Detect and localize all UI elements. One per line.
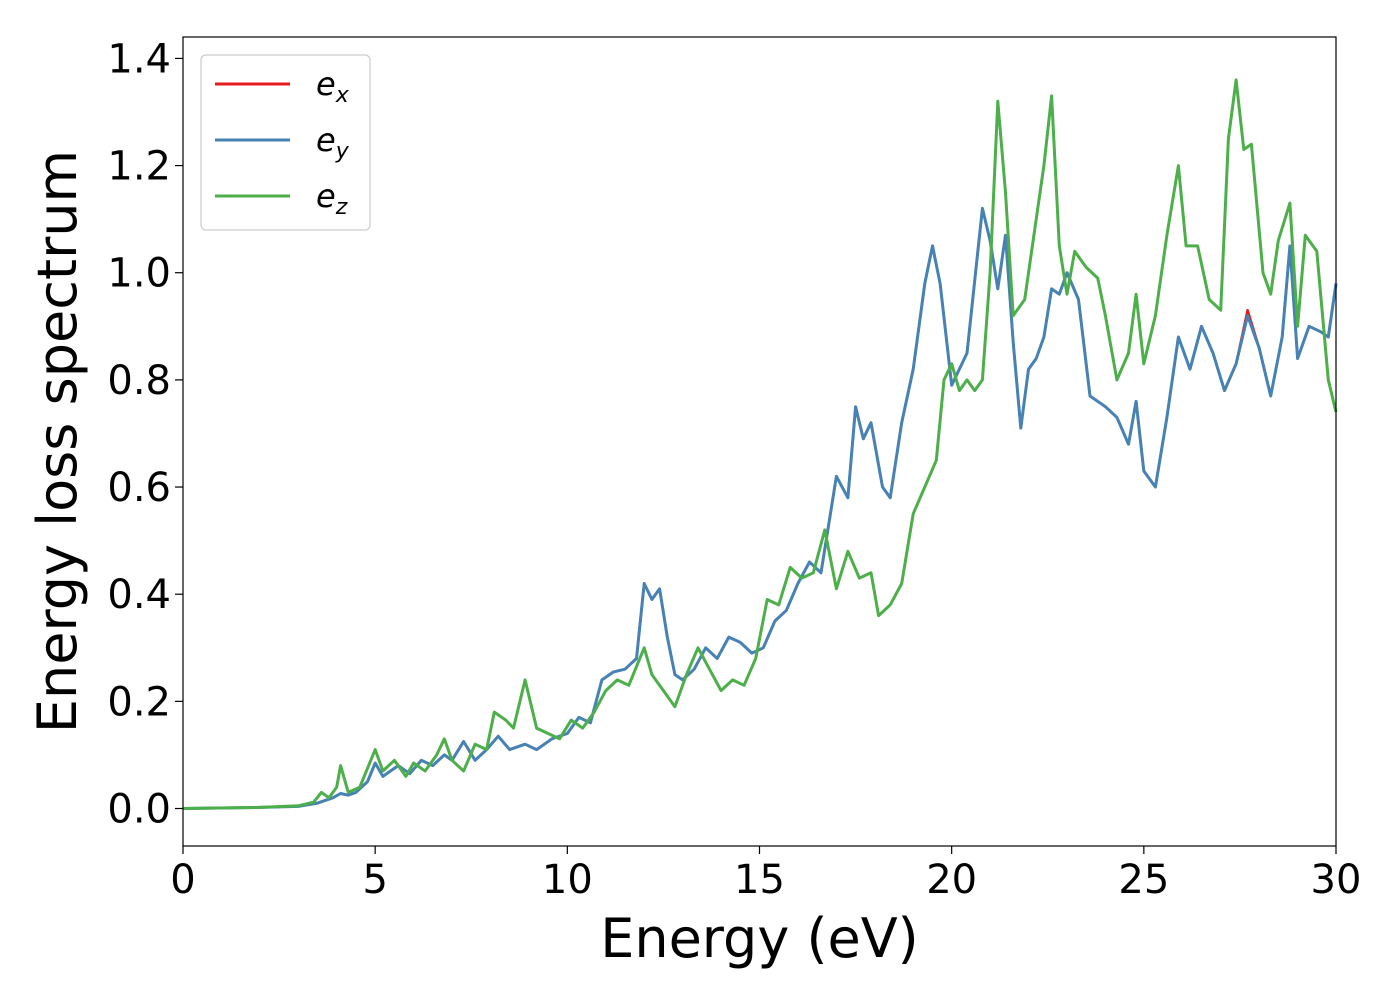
y-tick-label: 1.4 bbox=[107, 36, 171, 82]
y-tick-label: 1.2 bbox=[107, 144, 171, 190]
y-tick-label: 1.0 bbox=[107, 251, 171, 297]
x-tick-label: 30 bbox=[1311, 857, 1362, 903]
x-tick-label: 0 bbox=[170, 857, 195, 903]
y-axis-ticks: 0.0 0.2 0.4 0.6 0.8 1.0 1.2 1.4 bbox=[107, 36, 183, 832]
y-tick-label: 0.0 bbox=[107, 786, 171, 832]
x-axis-ticks: 0 5 10 15 20 25 30 bbox=[170, 846, 1361, 903]
x-tick-label: 20 bbox=[926, 857, 977, 903]
x-tick-label: 10 bbox=[542, 857, 593, 903]
series-line-e-x bbox=[182, 207, 1338, 810]
x-tick-label: 25 bbox=[1118, 857, 1169, 903]
plot-lines bbox=[182, 78, 1338, 810]
y-tick-label: 0.2 bbox=[107, 679, 171, 725]
x-axis-label: Energy (eV) bbox=[600, 907, 919, 970]
x-tick-label: 15 bbox=[734, 857, 785, 903]
y-tick-label: 0.4 bbox=[107, 572, 171, 618]
legend-box bbox=[200, 54, 371, 231]
series-line-e-y bbox=[182, 206, 1338, 810]
x-tick-label: 5 bbox=[362, 857, 387, 903]
y-tick-label: 0.8 bbox=[107, 358, 171, 404]
y-tick-label: 0.6 bbox=[107, 465, 171, 511]
series-line-e-z bbox=[182, 78, 1338, 810]
y-axis-label: Energy loss spectrum bbox=[26, 150, 89, 733]
